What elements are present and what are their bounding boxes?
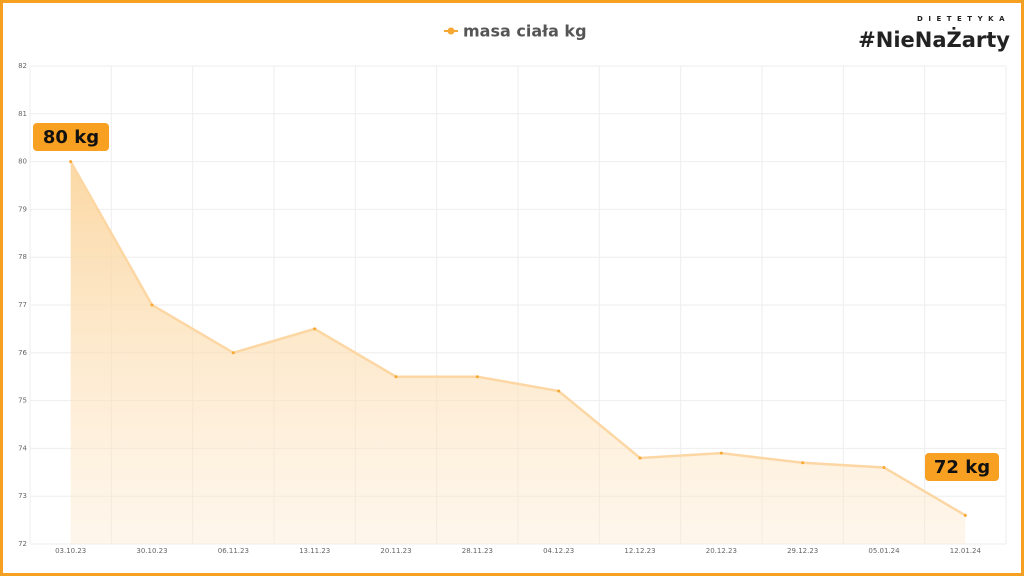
- x-tick-label: 29.12.23: [787, 547, 818, 555]
- x-tick-label: 12.12.23: [624, 547, 655, 555]
- legend: masa ciała kg: [444, 22, 587, 41]
- x-tick-label: 13.11.23: [299, 547, 330, 555]
- point: [231, 351, 235, 355]
- annotation-box: [33, 123, 109, 151]
- x-tick-label: 12.01.24: [950, 547, 982, 555]
- x-tick-label: 03.10.23: [55, 547, 86, 555]
- annotation-box: [925, 453, 999, 481]
- logo-tagline: DIETETYKA: [917, 15, 1010, 23]
- y-tick-label: 82: [18, 62, 27, 70]
- y-tick-label: 73: [18, 492, 27, 500]
- plot: [69, 160, 967, 544]
- point: [69, 160, 73, 164]
- y-tick-label: 72: [18, 540, 27, 548]
- point: [719, 451, 723, 455]
- point: [557, 389, 561, 393]
- x-tick-label: 20.11.23: [380, 547, 411, 555]
- x-tick-label: 28.11.23: [462, 547, 493, 555]
- point: [313, 327, 317, 331]
- x-tick-label: 04.12.23: [543, 547, 574, 555]
- point: [638, 456, 642, 460]
- point: [963, 513, 967, 517]
- x-tick-label: 06.11.23: [218, 547, 249, 555]
- x-tick-label: 30.10.23: [136, 547, 167, 555]
- line: [69, 160, 966, 517]
- point: [475, 375, 479, 379]
- y-tick-label: 77: [18, 301, 27, 309]
- point: [150, 303, 154, 307]
- x-tick-label: 05.01.24: [868, 547, 900, 555]
- logo-name: #NieNaŻarty: [858, 27, 1010, 52]
- annotation-text: 72 kg: [934, 457, 990, 478]
- y-tick-label: 78: [18, 253, 27, 261]
- y-tick-label: 80: [18, 158, 27, 166]
- legend-marker: [447, 27, 455, 35]
- y-tick-label: 76: [18, 349, 27, 357]
- y-tick-label: 79: [18, 205, 27, 213]
- y-tick-label: 81: [18, 110, 27, 118]
- point: [394, 375, 398, 379]
- legend-label: masa ciała kg: [463, 22, 587, 41]
- annotation: 80 kg: [33, 123, 109, 151]
- point: [882, 466, 886, 470]
- y-tick-label: 75: [18, 397, 27, 405]
- annotation-text: 80 kg: [43, 127, 99, 148]
- y-tick-label: 74: [18, 444, 27, 452]
- area-fill: [70, 161, 966, 544]
- annotation: 72 kg: [925, 453, 999, 481]
- point: [801, 461, 805, 465]
- x-tick-label: 20.12.23: [706, 547, 737, 555]
